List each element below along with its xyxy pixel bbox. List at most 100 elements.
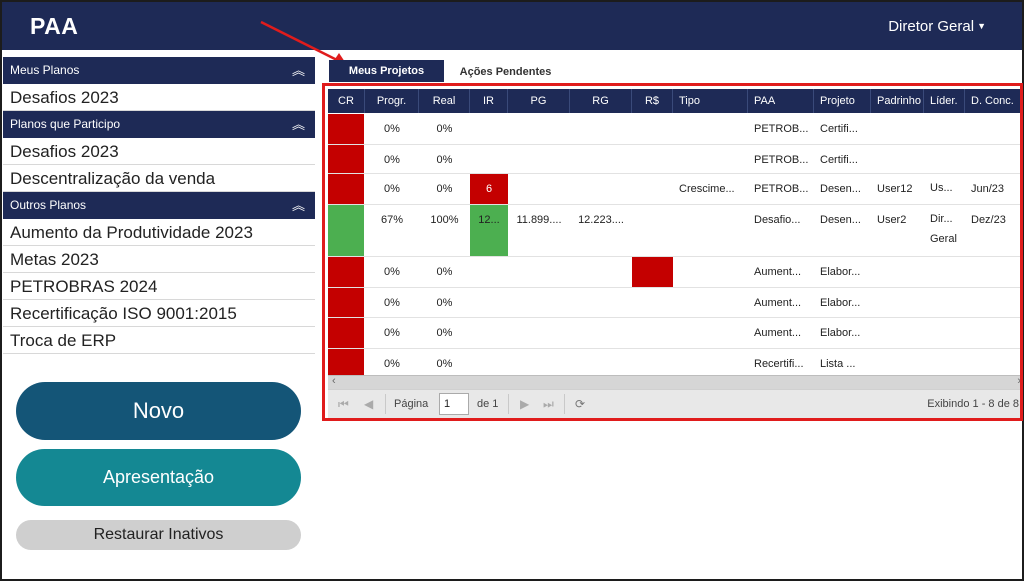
- app-logo[interactable]: PAA: [30, 13, 79, 39]
- table-row[interactable]: 0% 0% Recertifi... Lista ...: [328, 349, 1020, 378]
- rg-cell: [570, 145, 632, 173]
- padrinho-cell: [871, 349, 924, 377]
- scroll-right-icon[interactable]: ›: [1017, 375, 1021, 387]
- progress-cell: 0%: [384, 266, 400, 278]
- column-header-rs[interactable]: R$: [632, 89, 673, 113]
- tipo-cell: [673, 349, 748, 377]
- table-row[interactable]: 0% 0% Aument... Elabor...: [328, 257, 1020, 288]
- projeto-cell: Elabor...: [820, 297, 861, 309]
- table-row[interactable]: 0% 0% 6 Crescime... PETROB... Desen... User12 U…: [328, 174, 1020, 205]
- horizontal-scrollbar[interactable]: ‹ ›: [328, 375, 1021, 389]
- tipo-cell: [673, 205, 748, 256]
- dconc-cell: [965, 114, 1020, 144]
- pager: ⏮ ◀ Página 1 de 1 ▶ ⏭ ⟳ Exibindo 1 - 8 d…: [328, 389, 1020, 418]
- lider-cell: [924, 257, 965, 287]
- section-header-meus-planos[interactable]: Meus Planos ︽: [3, 57, 315, 84]
- cr-status-cell: [328, 257, 364, 287]
- padrinho-cell: User12: [877, 183, 913, 195]
- pg-cell: [508, 318, 570, 348]
- cr-status-cell: [328, 145, 364, 173]
- last-page-icon[interactable]: ⏭: [543, 397, 554, 411]
- column-header-rg[interactable]: RG: [570, 89, 632, 113]
- table-row[interactable]: 67% 100% 12... 11.899.... 12.223.... Desafio.…: [328, 205, 1020, 257]
- projeto-cell: Certifi...: [820, 154, 858, 166]
- sidebar-item-plan[interactable]: PETROBRAS 2024: [3, 273, 315, 300]
- lider-cell: Us...: [930, 182, 953, 194]
- refresh-icon[interactable]: ⟳: [575, 397, 586, 411]
- projeto-cell: Desen...: [820, 183, 861, 195]
- prev-page-icon[interactable]: ◀: [364, 397, 374, 411]
- pg-cell: [508, 349, 570, 377]
- column-header-ir[interactable]: IR: [470, 89, 508, 113]
- rg-cell: [570, 318, 632, 348]
- table-row[interactable]: 0% 0% Aument... Elabor...: [328, 318, 1020, 349]
- chevron-up-icon[interactable]: ︽: [291, 198, 305, 213]
- ir-cell: [470, 288, 508, 317]
- dconc-cell: [965, 288, 1020, 317]
- sidebar-item-plan[interactable]: Descentralização da venda: [3, 165, 315, 192]
- pager-divider: [508, 394, 509, 414]
- section-header-outros-planos[interactable]: Outros Planos ︽: [3, 192, 315, 219]
- tab-acoes-pendentes[interactable]: Ações Pendentes: [459, 66, 552, 78]
- tipo-cell: [673, 257, 748, 287]
- rs-cell: [632, 174, 673, 204]
- ir-cell: 6: [470, 174, 508, 204]
- page-number-input[interactable]: 1: [439, 393, 469, 415]
- chevron-up-icon[interactable]: ︽: [291, 63, 305, 78]
- table-row[interactable]: 0% 0% Aument... Elabor...: [328, 288, 1020, 318]
- novo-button[interactable]: Novo: [16, 382, 301, 440]
- scroll-left-icon[interactable]: ‹: [332, 375, 336, 387]
- sidebar-item-plan[interactable]: Recertificação ISO 9001:2015: [3, 300, 315, 327]
- dconc-cell: [965, 257, 1020, 287]
- column-header-padrinho[interactable]: Padrinho: [871, 89, 924, 113]
- projeto-cell: Certifi...: [820, 123, 858, 135]
- restaurar-inativos-button[interactable]: Restaurar Inativos: [16, 520, 301, 550]
- page-label: Página: [394, 398, 429, 410]
- column-header-projeto[interactable]: Projeto: [814, 89, 871, 113]
- pg-cell: 11.899....: [516, 214, 562, 226]
- paa-cell: Recertifi...: [754, 358, 804, 370]
- next-page-icon[interactable]: ▶: [520, 397, 530, 411]
- sidebar: Meus Planos ︽ Desafios 2023 Planos que P…: [3, 57, 315, 354]
- real-cell: 0%: [436, 297, 453, 309]
- progress-cell: 67%: [380, 214, 404, 226]
- sidebar-item-plan[interactable]: Troca de ERP: [3, 327, 315, 354]
- padrinho-cell: [871, 288, 924, 317]
- user-menu[interactable]: Diretor Geral ▼: [888, 18, 986, 35]
- column-header-real[interactable]: Real: [419, 89, 470, 113]
- rs-cell: [632, 114, 673, 144]
- paa-cell: Aument...: [754, 297, 802, 309]
- first-page-icon[interactable]: ⏮: [338, 397, 349, 411]
- dconc-cell: Dez/23: [971, 214, 1006, 226]
- column-header-lider[interactable]: Líder.: [924, 89, 965, 113]
- column-header-pg[interactable]: PG: [508, 89, 570, 113]
- padrinho-cell: User2: [877, 214, 907, 226]
- column-header-progr[interactable]: Progr.: [365, 89, 419, 113]
- sidebar-item-plan[interactable]: Desafios 2023: [3, 138, 315, 165]
- tab-meus-projetos[interactable]: Meus Projetos: [329, 60, 444, 82]
- column-header-tipo[interactable]: Tipo: [673, 89, 748, 113]
- section-header-planos-que-participo[interactable]: Planos que Participo ︽: [3, 111, 315, 138]
- sidebar-item-plan[interactable]: Desafios 2023: [3, 84, 315, 111]
- sidebar-item-plan[interactable]: Aumento da Produtividade 2023: [3, 219, 315, 246]
- chevron-up-icon[interactable]: ︽: [291, 117, 305, 132]
- real-cell: 0%: [436, 123, 453, 135]
- pg-cell: [508, 288, 570, 317]
- column-header-paa[interactable]: PAA: [748, 89, 814, 113]
- lider-cell: [924, 318, 965, 348]
- section-title: Planos que Participo: [10, 117, 121, 131]
- real-cell: 0%: [436, 358, 453, 370]
- section-title: Outros Planos: [10, 198, 87, 212]
- progress-cell: 0%: [384, 358, 400, 370]
- table-row[interactable]: 0% 0% PETROB... Certifi...: [328, 114, 1020, 145]
- sidebar-item-plan[interactable]: Metas 2023: [3, 246, 315, 273]
- real-cell: 0%: [436, 183, 453, 195]
- column-header-dconc[interactable]: D. Conc.: [971, 95, 1014, 107]
- table-row[interactable]: 0% 0% PETROB... Certifi...: [328, 145, 1020, 174]
- column-header-cr[interactable]: CR: [328, 89, 365, 113]
- pager-divider: [385, 394, 386, 414]
- rs-cell: [632, 318, 673, 348]
- apresentacao-button[interactable]: Apresentação: [16, 449, 301, 506]
- progress-cell: 0%: [384, 154, 400, 166]
- rg-cell: [570, 114, 632, 144]
